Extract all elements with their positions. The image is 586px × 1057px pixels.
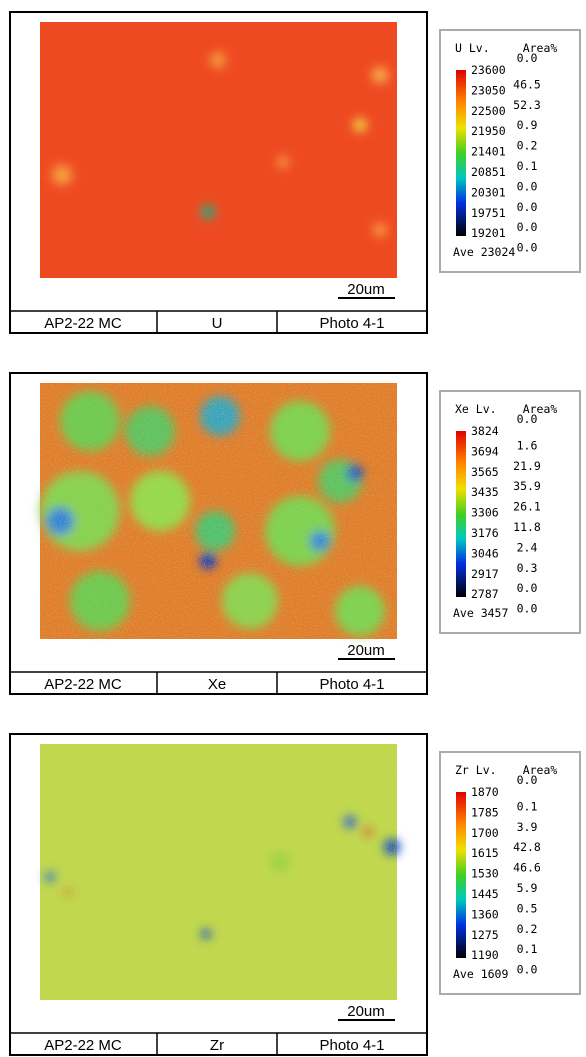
- feature: [210, 52, 226, 68]
- legend-area: 35.9: [513, 479, 541, 493]
- feature: [373, 223, 387, 237]
- legend-level: 19201: [471, 226, 506, 240]
- legend-area: 1.6: [517, 438, 538, 452]
- legend-level: 2917: [471, 567, 499, 581]
- footer-cell: Zr: [210, 1037, 224, 1054]
- legend-level: 3176: [471, 526, 499, 540]
- footer-cell: AP2-22 MC: [44, 315, 122, 332]
- legend-title: U Lv.: [455, 41, 490, 55]
- scale-label: 20um: [347, 1003, 385, 1020]
- legend-level: 22500: [471, 104, 506, 118]
- legend-area: 0.0: [517, 51, 538, 65]
- legend-level: 21950: [471, 124, 506, 138]
- legend-level: 23050: [471, 83, 506, 97]
- legend-title: Xe Lv.: [455, 402, 497, 416]
- footer-cell: U: [212, 315, 223, 332]
- legend-unit: Area%: [523, 41, 558, 55]
- legend-area: 0.0: [517, 581, 538, 595]
- legend-area: 0.0: [517, 200, 538, 214]
- legend-area: 0.9: [517, 118, 538, 132]
- legend-area: 0.0: [517, 963, 538, 977]
- legend-level: 3694: [471, 444, 499, 458]
- legend-average: Ave 3457: [453, 606, 508, 620]
- legend-area: 0.0: [517, 179, 538, 193]
- legend-area: 21.9: [513, 459, 541, 473]
- feature: [205, 209, 211, 215]
- image-noise: [40, 744, 397, 1000]
- legend-level: 3824: [471, 424, 499, 438]
- legend-level: 21401: [471, 145, 506, 159]
- legend-level: 1360: [471, 907, 499, 921]
- legend-area: 0.1: [517, 799, 538, 813]
- legend-area: 3.9: [517, 820, 538, 834]
- legend-area: 0.0: [517, 773, 538, 787]
- legend-area: 42.8: [513, 840, 541, 854]
- legend-title: Zr Lv.: [455, 763, 497, 777]
- legend-area: 0.0: [517, 602, 538, 616]
- feature: [372, 67, 388, 83]
- panel: 20um AP2-22 MC Xe Photo 4-1 Xe Lv. Area% 3824 3…: [9, 372, 581, 695]
- panel-frame: [9, 733, 428, 1056]
- footer-cell: Photo 4-1: [319, 315, 384, 332]
- legend-average: Ave 23024: [453, 245, 515, 259]
- feature: [277, 156, 289, 168]
- panel-frame: [9, 372, 428, 695]
- color-bar: [456, 792, 466, 958]
- footer-cell: Xe: [208, 676, 226, 693]
- legend-level: 1190: [471, 948, 499, 962]
- legend-level: 1870: [471, 785, 499, 799]
- legend-unit: Area%: [523, 402, 558, 416]
- scale-label: 20um: [347, 642, 385, 659]
- panel: 20um AP2-22 MC Zr Photo 4-1 Zr Lv. Area% 1870 1…: [9, 733, 581, 1056]
- legend-area: 46.6: [513, 861, 541, 875]
- legend-area: 0.1: [517, 942, 538, 956]
- image-features: [52, 52, 388, 237]
- legend-area: 0.5: [517, 901, 538, 915]
- legend-level: 20301: [471, 185, 506, 199]
- legend-area: 0.0: [517, 412, 538, 426]
- legend-area: 0.2: [517, 922, 538, 936]
- footer-cell: AP2-22 MC: [44, 676, 122, 693]
- legend-level: 1445: [471, 887, 499, 901]
- color-bar: [456, 70, 466, 236]
- feature: [353, 118, 367, 132]
- footer-cell: Photo 4-1: [319, 1037, 384, 1054]
- legend-level: 1275: [471, 928, 499, 942]
- panel: 20um AP2-22 MC U Photo 4-1 U Lv. Area% 23600 23…: [9, 11, 581, 334]
- feature: [52, 165, 72, 185]
- legend-area: 0.2: [517, 139, 538, 153]
- legend-level: 1700: [471, 826, 499, 840]
- legend-unit: Area%: [523, 763, 558, 777]
- legend-area: 0.3: [517, 561, 538, 575]
- legend-area: 0.0: [517, 241, 538, 255]
- footer-cell: AP2-22 MC: [44, 1037, 122, 1054]
- legend-level: 19751: [471, 206, 506, 220]
- legend-level: 1530: [471, 867, 499, 881]
- footer-cell: Photo 4-1: [319, 676, 384, 693]
- legend-average: Ave 1609: [453, 967, 508, 981]
- legend-area: 46.5: [513, 77, 541, 91]
- legend-area: 2.4: [517, 540, 538, 554]
- legend-area: 26.1: [513, 500, 541, 514]
- legend-level: 3046: [471, 546, 499, 560]
- legend-area: 11.8: [513, 520, 541, 534]
- legend-area: 0.1: [517, 159, 538, 173]
- legend-level: 20851: [471, 165, 506, 179]
- legend-area: 0.0: [517, 220, 538, 234]
- legend-area: 52.3: [513, 98, 541, 112]
- legend-level: 3306: [471, 506, 499, 520]
- legend-level: 23600: [471, 63, 506, 77]
- color-bar: [456, 431, 466, 597]
- scale-label: 20um: [347, 281, 385, 298]
- legend-level: 1615: [471, 846, 499, 860]
- legend-level: 1785: [471, 805, 499, 819]
- legend-area: 5.9: [517, 881, 538, 895]
- legend-level: 2787: [471, 587, 499, 601]
- image-noise: [40, 383, 397, 639]
- legend-level: 3565: [471, 465, 499, 479]
- panel-frame: [9, 11, 428, 334]
- legend-level: 3435: [471, 485, 499, 499]
